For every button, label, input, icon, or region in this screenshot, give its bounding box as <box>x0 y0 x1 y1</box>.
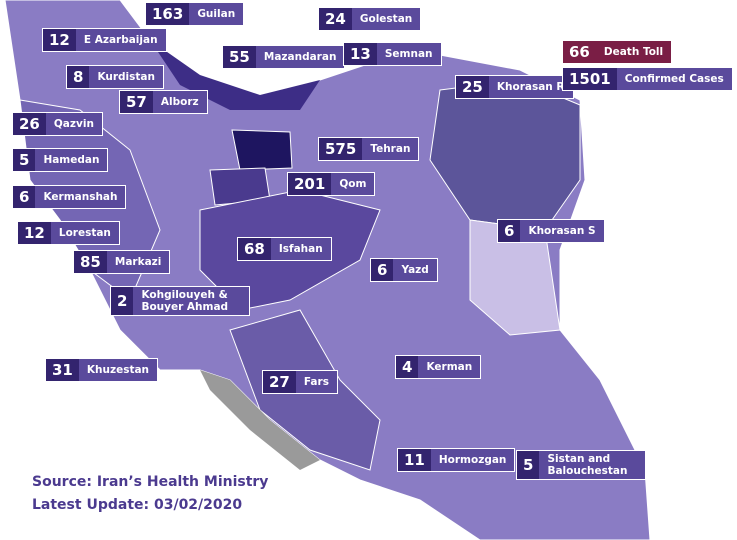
case-count: 55 <box>223 46 256 68</box>
province-name: Lorestan <box>50 222 119 244</box>
province-label: 27 Fars <box>262 370 338 394</box>
legend-label: Confirmed Cases <box>616 68 732 90</box>
province-label: 25 Khorasan R <box>455 75 574 99</box>
province-name: Yazd <box>393 259 437 281</box>
province-label: 24 Golestan <box>318 7 422 31</box>
province-name: Sistan and Balouchestan <box>539 451 646 479</box>
province-name: Qom <box>331 173 375 195</box>
case-count: 163 <box>146 3 190 25</box>
province-name: Tehran <box>362 138 419 160</box>
province-name: Fars <box>295 371 337 393</box>
case-count: 201 <box>288 173 332 195</box>
case-count: 11 <box>398 449 431 471</box>
case-count: 13 <box>344 43 377 65</box>
caspian-coast <box>150 40 320 110</box>
case-count: 5 <box>13 149 36 171</box>
province-label: 57 Alborz <box>119 90 208 114</box>
province-label: 5 Hamedan <box>12 148 109 172</box>
province-name: Kohgilouyeh & Bouyer Ahmad <box>133 287 250 315</box>
case-count: 6 <box>371 259 394 281</box>
case-count: 575 <box>319 138 363 160</box>
province-label: 31 Khuzestan <box>45 358 159 382</box>
province-name: Khorasan R <box>488 76 573 98</box>
province-label: 55 Mazandaran <box>222 45 346 69</box>
province-label: 201 Qom <box>287 172 376 196</box>
province-label: 575 Tehran <box>318 137 420 161</box>
province-name: Markazi <box>106 251 170 273</box>
case-count: 57 <box>120 91 153 113</box>
province-label: 85 Markazi <box>73 250 171 274</box>
case-count: 6 <box>13 186 36 208</box>
case-count: 2 <box>111 287 134 315</box>
province-name: Guilan <box>189 3 244 25</box>
province-name: Mazandaran <box>255 46 345 68</box>
province-name: Khorasan S <box>520 220 604 242</box>
source-note: Source: Iran’s Health Ministry <box>32 474 269 490</box>
case-count: 6 <box>498 220 521 242</box>
province-name: Khuzestan <box>78 359 158 381</box>
case-count: 24 <box>319 8 352 30</box>
case-count: 25 <box>456 76 489 98</box>
province-name: Isfahan <box>270 238 331 260</box>
case-count: 8 <box>67 66 90 88</box>
province-label: 6 Kermanshah <box>12 185 127 209</box>
case-count: 27 <box>263 371 296 393</box>
case-count: 12 <box>43 29 76 51</box>
case-count: 85 <box>74 251 107 273</box>
province-label: 26 Qazvin <box>12 112 103 136</box>
update-note: Latest Update: 03/02/2020 <box>32 497 243 513</box>
province-label: 4 Kerman <box>395 355 482 379</box>
province-label: 5 Sistan and Balouchestan <box>516 450 647 480</box>
gulf-strip <box>200 370 320 470</box>
case-count: 31 <box>46 359 79 381</box>
province-label: 11 Hormozgan <box>397 448 516 472</box>
province-label: 163 Guilan <box>145 2 245 26</box>
province-label: 6 Khorasan S <box>497 219 605 243</box>
province-name: Qazvin <box>45 113 102 135</box>
province-name: Alborz <box>152 91 207 113</box>
case-count: 4 <box>396 356 419 378</box>
province-label: 12 Lorestan <box>17 221 120 245</box>
case-count: 12 <box>18 222 51 244</box>
case-count: 26 <box>13 113 46 135</box>
province-name: Golestan <box>351 8 421 30</box>
province-label: 2 Kohgilouyeh & Bouyer Ahmad <box>110 286 251 316</box>
province-name: Kurdistan <box>89 66 163 88</box>
legend-label: Death Toll <box>595 41 672 63</box>
legend-entry: 66 Death Toll <box>562 40 673 64</box>
province-name: Kermanshah <box>35 186 126 208</box>
province-label: 6 Yazd <box>370 258 438 282</box>
tehran-region <box>231 129 293 171</box>
case-count: 68 <box>238 238 271 260</box>
legend-value: 66 <box>563 41 596 63</box>
province-label: 13 Semnan <box>343 42 442 66</box>
province-label: 12 E Azarbaijan <box>42 28 167 52</box>
province-name: Semnan <box>376 43 441 65</box>
legend-entry: 1501 Confirmed Cases <box>562 67 733 91</box>
province-name: Hamedan <box>35 149 108 171</box>
province-label: 8 Kurdistan <box>66 65 164 89</box>
province-name: E Azarbaijan <box>75 29 166 51</box>
province-name: Kerman <box>418 356 481 378</box>
province-label: 68 Isfahan <box>237 237 332 261</box>
province-name: Hormozgan <box>430 449 515 471</box>
legend-value: 1501 <box>563 68 617 90</box>
case-count: 5 <box>517 451 540 479</box>
